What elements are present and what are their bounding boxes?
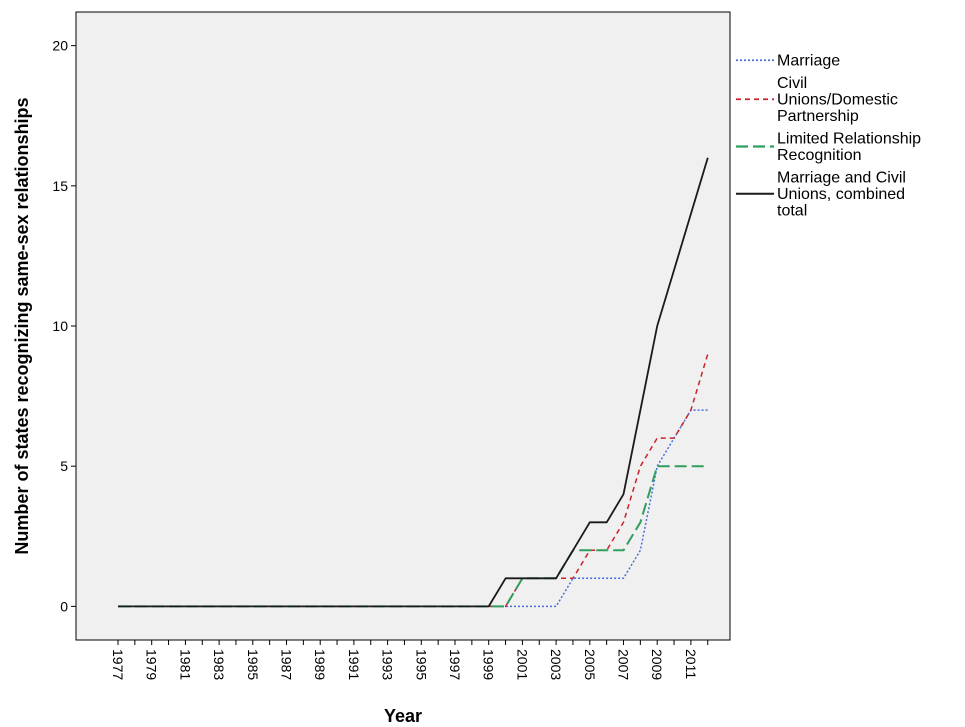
x-tick-label: 2011 [683, 649, 699, 679]
legend-label-4: Marriage and Civil [777, 170, 906, 187]
x-tick-label: 1985 [245, 649, 261, 680]
x-tick-label: 1977 [110, 649, 126, 680]
x-axis-title: Year [384, 706, 422, 726]
series-lines [118, 157, 709, 608]
x-tick-label: 2009 [649, 649, 665, 680]
y-tick-label: 15 [52, 178, 68, 194]
x-tick-label: 1989 [312, 649, 328, 680]
x-axis: 1977 1979 1981 1983 1985 1987 1989 1991 1993 1995… [110, 640, 709, 680]
y-tick-label: 10 [52, 318, 68, 334]
legend-label-4: total [777, 203, 807, 220]
x-tick-label: 1997 [447, 649, 463, 680]
x-tick-label: 1993 [380, 649, 396, 680]
x-tick-label: 1991 [346, 649, 362, 680]
x-tick-label: 2007 [616, 649, 632, 680]
y-axis-title: Number of states recognizing same-sex re… [12, 97, 32, 554]
legend-label-2: Unions/Domestic [777, 92, 898, 109]
x-tick-label: 2005 [582, 649, 598, 680]
y-tick-label: 20 [52, 38, 68, 54]
y-axis: 0 5 10 15 20 [52, 38, 76, 614]
series-line-4 [118, 157, 709, 608]
x-tick-label: 1979 [144, 649, 160, 680]
legend-label-3: Limited Relationship [777, 131, 921, 148]
x-tick-label: 1983 [211, 649, 227, 680]
legend-label-2: Civil [777, 75, 807, 92]
legend-label-3: Recognition [777, 147, 862, 164]
x-tick-label: 2003 [548, 649, 564, 680]
x-tick-label: 1987 [279, 649, 295, 680]
x-tick-label: 1999 [481, 649, 497, 680]
series-line-2 [118, 353, 709, 608]
y-tick-label: 0 [60, 598, 68, 614]
x-tick-label: 1995 [413, 649, 429, 680]
x-tick-label: 2001 [514, 649, 530, 680]
legend-label-1: Marriage [777, 53, 840, 70]
y-tick-label: 5 [60, 458, 68, 474]
legend-label-2: Partnership [777, 108, 859, 125]
x-tick-label: 1981 [177, 649, 193, 680]
legend-label-4: Unions, combined [777, 186, 905, 203]
plot-area [75, 11, 731, 641]
